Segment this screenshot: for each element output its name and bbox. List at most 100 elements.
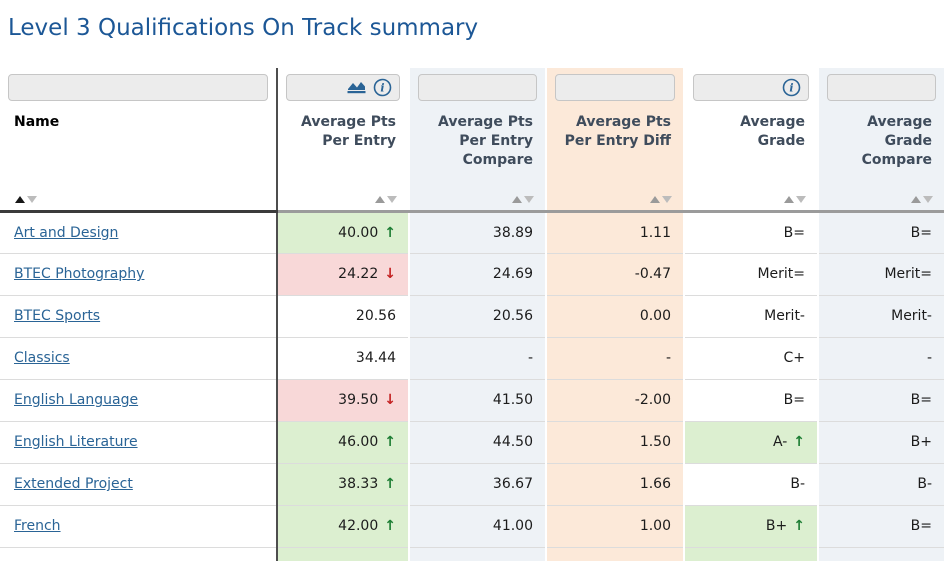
up-arrow-icon: ↑ bbox=[384, 224, 396, 241]
avg-pts-compare-cell: 36.67 bbox=[408, 463, 546, 506]
avg-pts-compare-cell: - bbox=[408, 337, 546, 380]
qualification-link[interactable]: English Literature bbox=[14, 434, 138, 450]
avg-pts-cell: 20.56 bbox=[277, 295, 409, 338]
sort-desc-icon[interactable] bbox=[27, 196, 37, 204]
down-arrow-icon: ↓ bbox=[384, 392, 396, 408]
table-row: Art and Design 40.00 ↑ 38.89 1.11 B= B= bbox=[0, 211, 944, 254]
avg-pts-diff-cell: 1.11 bbox=[545, 211, 684, 254]
sort-control-avg-pts[interactable] bbox=[374, 188, 398, 207]
sort-control-avg-pts-compare[interactable] bbox=[511, 188, 535, 207]
avg-pts-diff-cell: 1.50 bbox=[545, 421, 684, 464]
avg-grade-compare-filter-input[interactable] bbox=[827, 73, 936, 101]
avg-grade-cell: Merit- bbox=[683, 295, 818, 338]
up-arrow-icon: ↑ bbox=[793, 518, 805, 534]
avg-pts-cell: 46.00 ↑ bbox=[277, 421, 409, 464]
qualification-link[interactable]: BTEC Photography bbox=[14, 266, 145, 282]
avg-grade-compare-cell: B+ bbox=[817, 421, 944, 464]
qualification-link[interactable]: Classics bbox=[14, 350, 70, 366]
sort-desc-icon[interactable] bbox=[524, 196, 534, 204]
avg-grade-compare-cell: Merit= bbox=[817, 253, 944, 296]
avg-grade-cell: B- bbox=[683, 463, 818, 506]
sort-asc-icon[interactable] bbox=[15, 196, 25, 204]
avg-grade-compare-cell: B= bbox=[817, 211, 944, 254]
avg-pts-compare-cell: 41.00 bbox=[408, 505, 546, 548]
avg-grade-cell: A- ↑ bbox=[683, 421, 818, 464]
header-row: Name Average Pts Per Entry Average Pts P… bbox=[0, 106, 944, 186]
svg-text:i: i bbox=[789, 81, 793, 94]
up-arrow-icon: ↑ bbox=[384, 434, 396, 450]
column-header-avg-pts: Average Pts Per Entry bbox=[301, 114, 396, 149]
up-arrow-icon: ↑ bbox=[384, 518, 396, 534]
qualification-link[interactable]: French bbox=[14, 518, 61, 534]
area-chart-icon[interactable] bbox=[347, 80, 366, 94]
svg-text:i: i bbox=[380, 81, 384, 94]
table-row: English Language 39.50 ↓ 41.50 -2.00 B= B… bbox=[0, 379, 944, 422]
avg-grade-compare-cell: B= bbox=[817, 379, 944, 422]
table-row: French 42.00 ↑ 41.00 1.00 B+ ↑ B= bbox=[0, 505, 944, 548]
avg-grade-cell: B= bbox=[683, 379, 818, 422]
avg-pts-diff-filter-input[interactable] bbox=[555, 73, 675, 101]
avg-pts-compare-cell: 41.50 bbox=[408, 379, 546, 422]
sort-desc-icon[interactable] bbox=[387, 196, 397, 204]
avg-pts-cell: 34.44 bbox=[277, 337, 409, 380]
avg-grade-filter-input[interactable]: i bbox=[693, 73, 809, 101]
avg-pts-compare-filter-input[interactable] bbox=[418, 73, 537, 101]
sort-asc-icon[interactable] bbox=[911, 196, 921, 204]
avg-pts-diff-cell: -2.00 bbox=[545, 379, 684, 422]
table-row: Extended Project 38.33 ↑ 36.67 1.66 B- B- bbox=[0, 463, 944, 506]
column-header-name: Name bbox=[0, 106, 278, 186]
avg-pts-diff-cell: -0.47 bbox=[545, 253, 684, 296]
avg-pts-cell: 39.50 ↓ bbox=[277, 379, 409, 422]
column-header-avg-pts-compare: Average Pts Per Entry Compare bbox=[408, 106, 546, 186]
avg-grade-cell: B= bbox=[683, 211, 818, 254]
avg-grade-cell: B+ ↑ bbox=[683, 505, 818, 548]
name-filter-input[interactable] bbox=[8, 73, 268, 101]
avg-pts-compare-cell: 44.50 bbox=[408, 421, 546, 464]
table-row: BTEC Sports 20.56 20.56 0.00 Merit- Meri… bbox=[0, 295, 944, 338]
sort-asc-icon[interactable] bbox=[375, 196, 385, 204]
page-title: Level 3 Qualifications On Track summary bbox=[8, 15, 479, 41]
avg-pts-diff-cell: 1.66 bbox=[545, 463, 684, 506]
column-header-avg-grade-compare: Average Grade Compare bbox=[817, 106, 944, 186]
info-icon[interactable]: i bbox=[373, 78, 392, 97]
sort-asc-icon[interactable] bbox=[784, 196, 794, 204]
avg-grade-compare-cell: Merit- bbox=[817, 295, 944, 338]
sort-row bbox=[0, 186, 944, 213]
sort-control-avg-grade[interactable] bbox=[783, 188, 807, 207]
filter-row: i i bbox=[0, 68, 944, 106]
sort-control-avg-pts-diff[interactable] bbox=[649, 188, 673, 207]
sort-desc-icon[interactable] bbox=[923, 196, 933, 204]
sort-desc-icon[interactable] bbox=[796, 196, 806, 204]
avg-pts-diff-cell: 1.00 bbox=[545, 505, 684, 548]
column-header-avg-grade: Average Grade bbox=[683, 106, 818, 186]
avg-pts-diff-cell: 0.00 bbox=[545, 295, 684, 338]
avg-grade-cell: Merit= bbox=[683, 253, 818, 296]
avg-pts-cell: 38.33 ↑ bbox=[277, 463, 409, 506]
sort-control-avg-grade-compare[interactable] bbox=[910, 188, 934, 207]
qualification-link[interactable]: Extended Project bbox=[14, 476, 133, 492]
qualification-link[interactable]: English Language bbox=[14, 392, 139, 408]
sort-desc-icon[interactable] bbox=[662, 196, 672, 204]
avg-grade-compare-cell: - bbox=[817, 337, 944, 380]
sort-asc-icon[interactable] bbox=[650, 196, 660, 204]
down-arrow-icon: ↓ bbox=[384, 266, 396, 282]
qualification-link[interactable]: Art and Design bbox=[14, 224, 119, 241]
avg-pts-compare-cell: 24.69 bbox=[408, 253, 546, 296]
column-header-avg-pts-diff: Average Pts Per Entry Diff bbox=[545, 106, 684, 186]
avg-pts-compare-cell: 20.56 bbox=[408, 295, 546, 338]
qualification-link[interactable]: BTEC Sports bbox=[14, 308, 101, 324]
summary-table: i i Name Average Pts Per Entry Average P… bbox=[0, 68, 944, 561]
table-row: English Literature 46.00 ↑ 44.50 1.50 A- ↑… bbox=[0, 421, 944, 464]
avg-pts-diff-cell: - bbox=[545, 337, 684, 380]
up-arrow-icon: ↑ bbox=[384, 476, 396, 492]
avg-pts-cell: 42.00 ↑ bbox=[277, 505, 409, 548]
sort-asc-icon[interactable] bbox=[512, 196, 522, 204]
avg-pts-filter-input[interactable]: i bbox=[286, 73, 400, 101]
avg-pts-compare-cell: 38.89 bbox=[408, 211, 546, 254]
table-row-clipped bbox=[0, 547, 944, 561]
avg-pts-cell: 40.00 ↑ bbox=[277, 211, 409, 254]
avg-pts-cell: 24.22 ↓ bbox=[277, 253, 409, 296]
table-row: Classics 34.44 - - C+ - bbox=[0, 337, 944, 380]
sort-control-name[interactable] bbox=[14, 188, 38, 207]
info-icon[interactable]: i bbox=[782, 78, 801, 97]
